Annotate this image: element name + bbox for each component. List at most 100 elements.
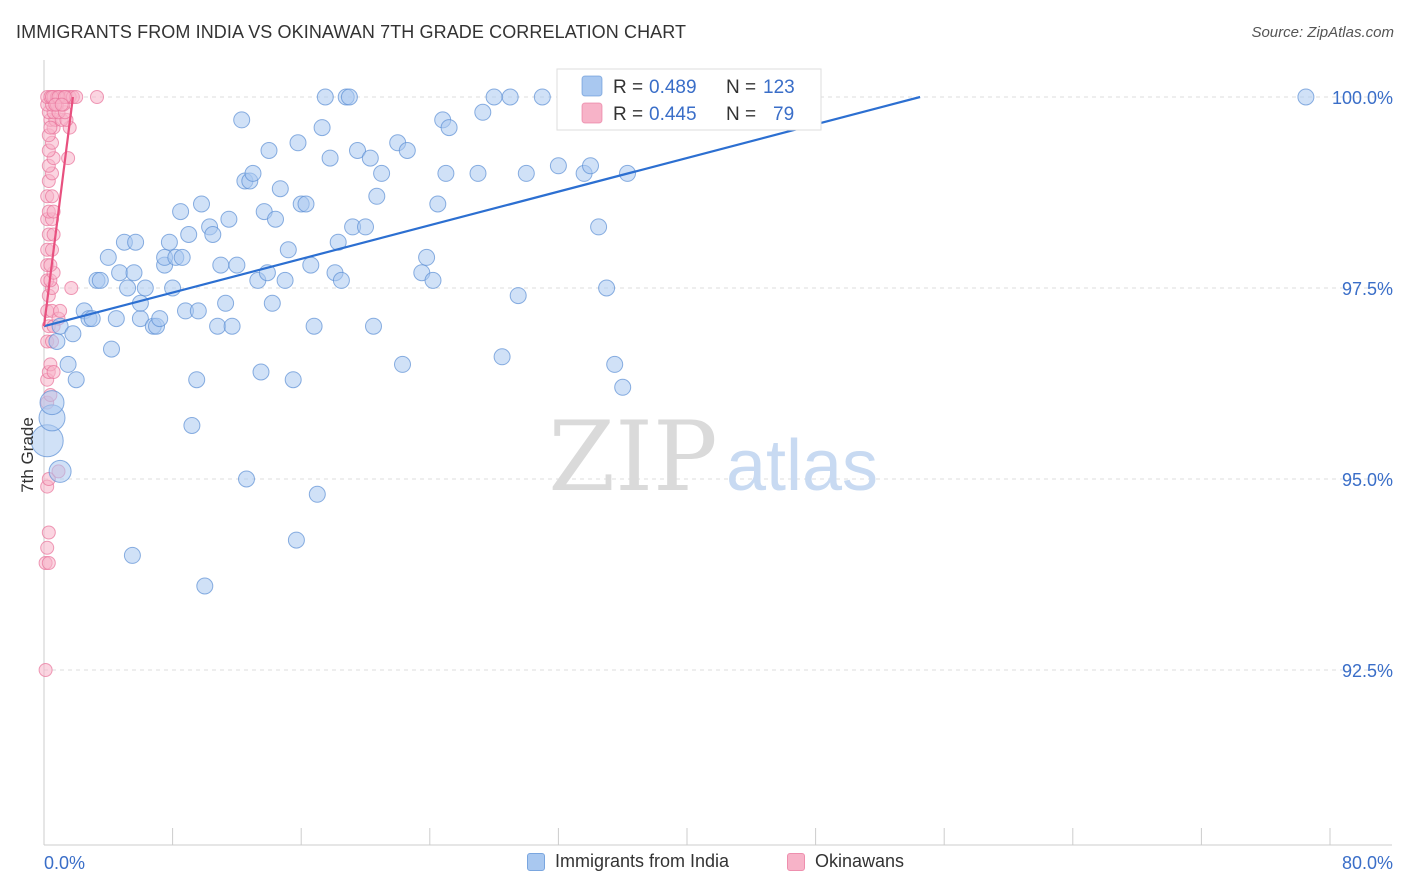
- india-point: [276, 271, 294, 289]
- india-point: [517, 164, 535, 182]
- x-tick-labels: 0.0% 80.0%: [44, 853, 1393, 873]
- india-point: [357, 218, 374, 236]
- india-point: [606, 355, 624, 373]
- legend-item-india[interactable]: Immigrants from India: [527, 851, 729, 872]
- legend-swatch-india: [581, 75, 603, 97]
- india-point: [48, 459, 72, 483]
- india-point: [271, 180, 289, 198]
- india-point: [297, 195, 315, 213]
- india-point: [440, 119, 458, 137]
- india-point: [123, 546, 141, 564]
- india-point: [501, 88, 519, 106]
- trend-lines: [42, 95, 921, 328]
- india-point: [614, 378, 632, 396]
- india-point: [1297, 88, 1315, 106]
- okinawan-point: [45, 189, 59, 204]
- india-point: [368, 187, 386, 205]
- india-point: [365, 317, 382, 335]
- india-point: [111, 264, 129, 282]
- legend-n-value-india: 123: [763, 77, 795, 98]
- india-point: [302, 256, 320, 274]
- india-point: [103, 340, 120, 358]
- gridlines: [44, 96, 1392, 671]
- india-point: [119, 279, 137, 297]
- india-point: [107, 310, 125, 328]
- series-legend: Immigrants from India Okinawans: [0, 851, 1406, 879]
- india-point: [267, 210, 284, 228]
- india-point: [244, 164, 262, 182]
- y-tick-label: 97.5%: [1342, 279, 1393, 299]
- india-point: [252, 363, 270, 381]
- watermark-zip: ZIP: [548, 401, 717, 513]
- india-point: [582, 157, 599, 175]
- india-point: [189, 302, 207, 320]
- india-point: [598, 279, 616, 297]
- india-point: [469, 164, 487, 182]
- india-point: [474, 103, 492, 121]
- legend-swatch-okinawans: [581, 102, 603, 124]
- india-point: [549, 157, 567, 175]
- okinawan-point: [40, 540, 55, 555]
- india-point: [394, 355, 411, 373]
- legend-n-label-india: N =: [726, 77, 756, 98]
- legend-n-label-okinawans: N =: [726, 104, 756, 125]
- india-point: [313, 119, 331, 137]
- india-point: [212, 256, 230, 274]
- legend-swatch-india-bottom: [527, 852, 545, 871]
- india-point: [136, 279, 154, 297]
- india-point: [373, 164, 391, 182]
- india-point: [284, 371, 302, 389]
- india-point: [204, 226, 222, 243]
- india-point: [437, 164, 455, 182]
- legend-n-value-okinawans: 79: [773, 104, 794, 125]
- india-point: [263, 294, 281, 312]
- india-point: [125, 264, 143, 282]
- india-point: [289, 134, 307, 152]
- india-point: [590, 218, 608, 236]
- india-point: [493, 348, 511, 366]
- india-point: [160, 233, 178, 251]
- stats-legend: R = 0.489 N = 123 R = 0.445 N = 79: [556, 68, 822, 131]
- okinawan-point: [46, 365, 61, 379]
- okinawan-point: [46, 227, 61, 242]
- india-point: [398, 142, 416, 159]
- india-point: [238, 470, 255, 488]
- okinawan-point: [64, 281, 79, 295]
- india-point: [151, 310, 169, 328]
- india-point: [305, 317, 323, 335]
- chart-title: IMMIGRANTS FROM INDIA VS OKINAWAN 7TH GR…: [16, 22, 687, 42]
- okinawan-point: [54, 97, 69, 112]
- watermark: ZIP atlas: [548, 401, 878, 513]
- y-axis-title: 7th Grade: [18, 417, 37, 493]
- india-points: [30, 88, 1315, 595]
- y-tick-label: 95.0%: [1342, 470, 1393, 490]
- india-point: [217, 294, 235, 312]
- india-point: [287, 531, 305, 549]
- legend-label-okinawans: Okinawans: [815, 851, 905, 871]
- india-point: [509, 287, 527, 305]
- okinawan-point: [41, 525, 56, 540]
- india-point: [64, 325, 82, 343]
- india-point: [48, 333, 66, 350]
- india-point: [91, 271, 109, 289]
- india-point: [127, 233, 145, 251]
- india-point: [316, 88, 334, 106]
- legend-item-okinawans[interactable]: Okinawans: [787, 851, 904, 872]
- x-tick-label-max: 80.0%: [1342, 853, 1393, 873]
- y-tick-labels: 92.5% 95.0% 97.5% 100.0%: [1332, 88, 1393, 681]
- okinawan-point: [43, 120, 58, 135]
- india-trend-line: [43, 95, 921, 328]
- india-point: [196, 577, 214, 595]
- india-point: [180, 226, 198, 243]
- y-tick-label: 92.5%: [1342, 661, 1393, 681]
- india-point: [361, 149, 379, 167]
- legend-r-value-india: 0.489: [649, 77, 697, 98]
- india-point: [332, 271, 350, 289]
- legend-r-label-okinawans: R =: [613, 104, 643, 125]
- india-point: [233, 111, 251, 129]
- india-point: [172, 203, 190, 221]
- okinawan-point: [46, 204, 61, 219]
- okinawan-point: [41, 556, 56, 570]
- india-point: [209, 317, 227, 335]
